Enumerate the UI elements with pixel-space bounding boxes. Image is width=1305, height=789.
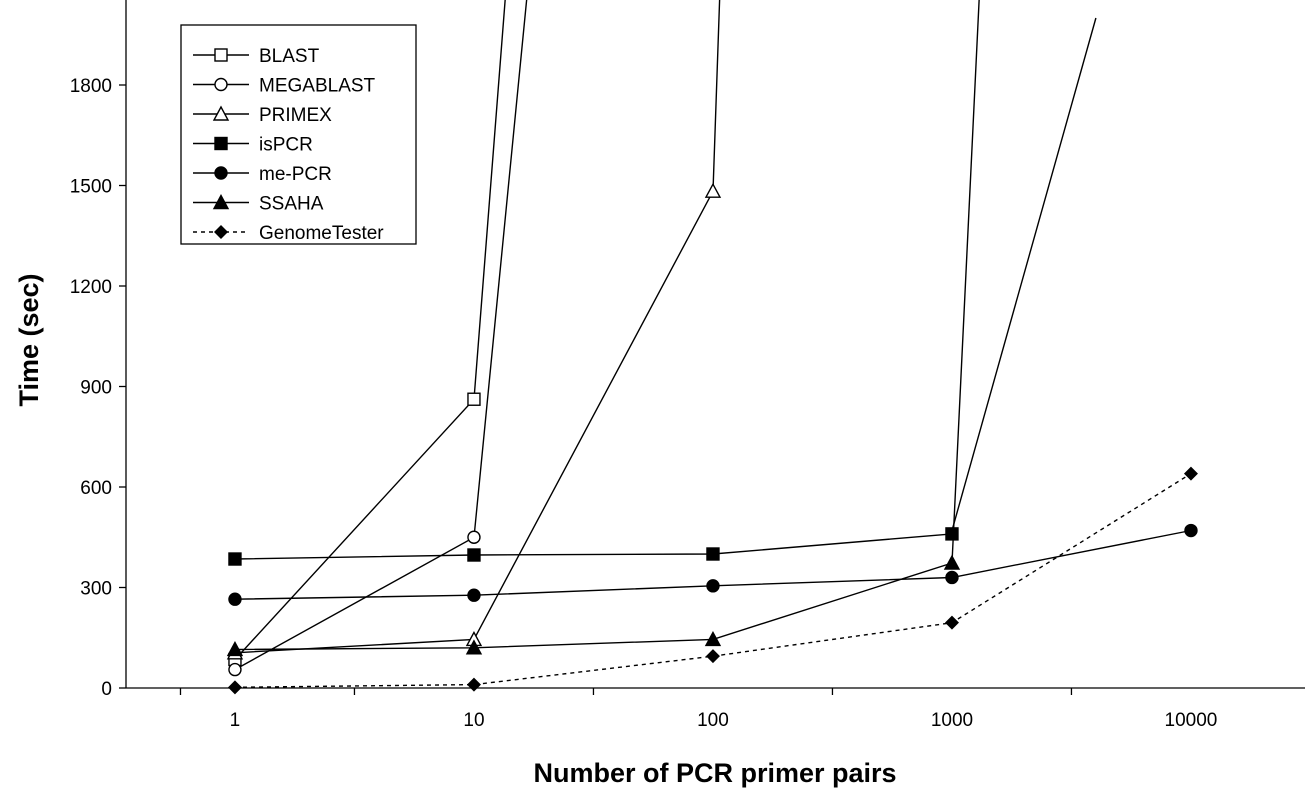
legend-marker [214,136,228,151]
legend-marker [212,194,230,210]
data-point-me-pcr [706,579,720,593]
data-point-ispcr [945,527,959,541]
series-line-ispcr [234,533,953,560]
legend-label: isPCR [259,135,313,156]
legend-label: BLAST [259,46,320,67]
steep-line-a [951,17,1097,531]
data-point-me-pcr [467,588,481,602]
legend-label: MEGABLAST [259,76,376,97]
y-tick-label: 1800 [70,76,112,97]
data-point-blast [467,392,481,406]
x-tick-label: 1 [230,710,241,731]
x-tick-label: 10000 [1165,710,1218,731]
data-point-genometester [1183,466,1198,481]
data-point-megablast [467,530,481,544]
data-point-ssaha [943,554,961,570]
markers-layer [226,182,1198,695]
data-point-genometester [944,615,959,630]
data-point-ssaha [704,630,722,647]
y-tick-label: 300 [80,579,112,600]
x-tick-label: 10 [463,710,484,731]
data-point-genometester [466,677,481,692]
legend-marker [212,105,230,121]
y-tick-label: 1200 [70,277,112,298]
data-point-megablast [228,662,242,677]
data-point-genometester [227,680,242,695]
legend-marker [214,166,228,180]
legend-label: me-PCR [259,164,332,185]
legend-label: PRIMEX [259,105,332,126]
y-axis-title: Time (sec) [14,273,44,406]
legend: BLAST MEGABLAST PRIMEX isPCR me-PCR SSAHA Geno… [180,24,417,245]
data-point-ispcr [706,547,720,561]
legend-marker [214,225,228,239]
x-axis-title: Number of PCR primer pairs [533,758,896,788]
legend-marker [214,77,228,92]
series-line-primex [234,0,721,654]
data-point-primex [704,182,722,198]
data-point-me-pcr [228,592,242,606]
data-point-ssaha [465,639,483,655]
x-tick-label: 100 [697,710,729,731]
y-tick-label: 600 [80,478,112,499]
y-tick-label: 1500 [70,177,112,198]
data-point-me-pcr [1184,523,1198,538]
legend-marker [214,48,228,62]
y-tick-label: 0 [101,679,112,700]
legend-label: SSAHA [259,194,324,215]
data-point-genometester [705,649,720,664]
y-tick-label: 900 [80,378,112,399]
x-tick-label: 1000 [931,710,973,731]
data-point-ispcr [228,552,242,566]
data-point-ispcr [467,548,481,562]
data-point-ssaha [226,640,244,657]
legend-label: GenomeTester [259,223,384,244]
axes: 0 300 600 900 1200 1500 1800 1 10 100 1000 10000 [70,0,1305,731]
data-point-me-pcr [945,570,959,585]
